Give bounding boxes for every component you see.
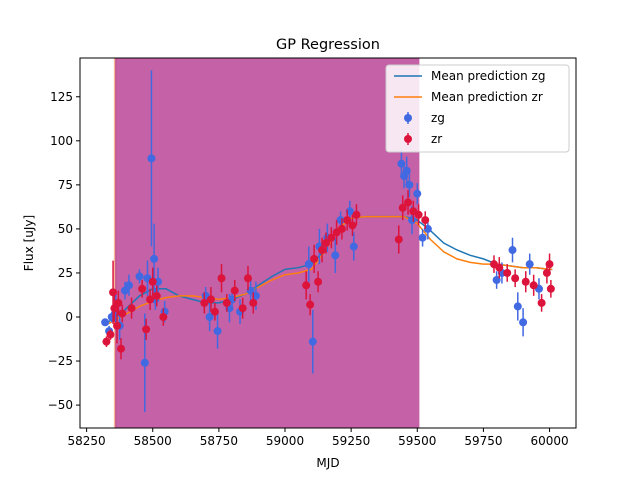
zr-point xyxy=(306,300,315,309)
zg-point xyxy=(135,272,144,281)
legend-zg-label: zg xyxy=(431,111,445,125)
zr-point xyxy=(159,313,168,321)
zg-point xyxy=(308,337,317,346)
zr-point xyxy=(148,277,157,286)
zr-point xyxy=(113,321,122,330)
shaded-region-1 xyxy=(115,58,420,428)
x-tick-label: 58750 xyxy=(200,434,238,448)
y-tick-label: 50 xyxy=(58,222,73,236)
zg-point xyxy=(140,358,149,367)
legend-zr-label: zr xyxy=(431,132,442,146)
zr-point xyxy=(546,284,555,293)
zr-point xyxy=(314,277,323,286)
zr-point xyxy=(127,304,136,313)
zr-point xyxy=(398,203,407,212)
zr-point xyxy=(529,281,538,290)
y-tick-label: −50 xyxy=(48,398,73,412)
zr-point xyxy=(414,210,423,219)
zr-point xyxy=(230,286,239,295)
zg-point xyxy=(150,254,159,263)
zr-point xyxy=(238,304,247,313)
zg-point xyxy=(418,233,427,242)
zr-point xyxy=(352,210,361,219)
x-tick-label: 59750 xyxy=(464,434,502,448)
zr-point xyxy=(138,284,147,293)
zg-point xyxy=(519,318,528,327)
zr-point xyxy=(117,344,126,353)
legend-box xyxy=(385,64,570,153)
x-tick-label: 59250 xyxy=(332,434,370,448)
zr-point xyxy=(394,235,403,244)
zr-point xyxy=(421,216,430,225)
chart-title: GP Regression xyxy=(276,37,380,53)
zr-point xyxy=(343,216,352,225)
zr-point xyxy=(337,224,346,233)
zr-point xyxy=(210,307,219,316)
zr-point xyxy=(348,221,357,230)
zr-point xyxy=(545,260,554,269)
zr-point xyxy=(310,254,319,263)
plot-frame xyxy=(79,57,577,429)
legend-zg-line-label: Mean prediction zg xyxy=(431,69,545,83)
legend: Mean prediction zg Mean prediction zr zg… xyxy=(385,64,570,153)
legend-zg-marker-swatch xyxy=(404,114,412,122)
x-axis-label: MJD xyxy=(316,456,339,470)
y-tick-label: 125 xyxy=(50,90,73,104)
legend-zr-marker-swatch xyxy=(404,135,412,143)
x-tick-label: 59500 xyxy=(398,434,436,448)
zr-point xyxy=(318,246,327,255)
zr-point xyxy=(146,295,155,304)
x-tick-label: 58500 xyxy=(134,434,172,448)
zg-point xyxy=(513,302,522,311)
zr-point xyxy=(109,288,118,297)
zg-point xyxy=(525,260,534,269)
y-tick-label: 75 xyxy=(58,178,73,192)
zr-point xyxy=(404,198,413,207)
zr-point xyxy=(152,291,161,300)
zr-point xyxy=(206,295,215,304)
zr-point xyxy=(322,239,331,247)
legend-zr-line-label: Mean prediction zr xyxy=(431,90,543,104)
zg-point xyxy=(147,154,156,163)
zr-point xyxy=(327,233,336,242)
zg-point xyxy=(304,260,313,269)
x-tick-label: 58250 xyxy=(68,434,106,448)
zr-point xyxy=(249,298,258,307)
zr-point xyxy=(521,277,530,286)
zg-point xyxy=(331,251,340,260)
zr-point xyxy=(222,298,231,307)
y-tick-label: −25 xyxy=(48,354,73,368)
zr-point xyxy=(114,298,123,307)
zg-point xyxy=(405,180,414,189)
zg-point xyxy=(213,327,222,336)
x-tick-label: 60000 xyxy=(530,434,568,448)
zr-point xyxy=(106,330,115,339)
y-tick-label: 25 xyxy=(58,266,73,280)
zr-point xyxy=(102,337,111,346)
y-tick-label: 100 xyxy=(50,134,73,148)
zr-point xyxy=(200,298,209,307)
zr-point xyxy=(495,263,504,272)
x-tick-label: 59000 xyxy=(266,434,304,448)
y-tick-label: 0 xyxy=(65,310,73,324)
zg-point xyxy=(413,189,422,198)
zg-point xyxy=(101,318,110,327)
zr-point xyxy=(511,274,520,283)
y-axis-label: Flux [uJy] xyxy=(22,215,36,271)
zg-point xyxy=(205,313,214,321)
zr-point xyxy=(243,274,252,283)
zr-point xyxy=(217,274,226,283)
zr-point xyxy=(118,309,127,318)
zr-point xyxy=(503,268,512,277)
zg-point xyxy=(349,242,358,251)
zr-point xyxy=(142,325,151,334)
zg-point xyxy=(124,281,133,290)
zg-point xyxy=(407,216,416,225)
zr-point xyxy=(302,281,311,290)
zg-point xyxy=(508,246,517,255)
zr-point xyxy=(537,298,546,307)
